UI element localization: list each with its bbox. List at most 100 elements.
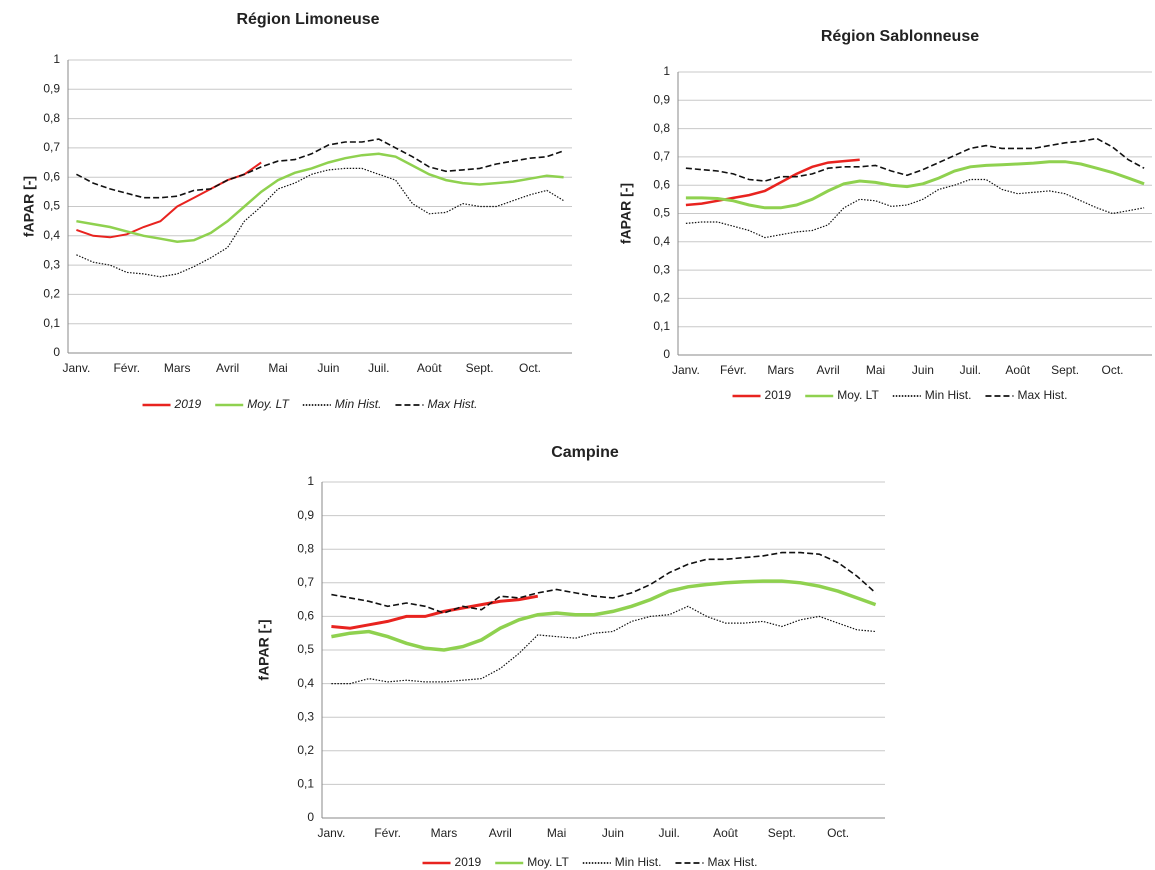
x-tick-label: Avril [216, 361, 239, 375]
x-tick-label: Août [1005, 363, 1030, 377]
series-line [685, 137, 1145, 182]
y-tick-label: 0,9 [653, 92, 670, 106]
y-tick-label: 0,8 [43, 111, 60, 125]
legend-item: Min Hist. [582, 855, 661, 869]
y-tick-label: 0,5 [653, 206, 670, 220]
legend-item: Max Hist. [395, 397, 477, 411]
x-tick-label: Mai [547, 826, 566, 840]
series-line [331, 551, 877, 614]
series-line [331, 579, 877, 652]
legend-item: Min Hist. [302, 397, 381, 411]
x-tick-label: Févr. [113, 361, 140, 375]
legend-label: 2019 [455, 855, 482, 869]
x-tick-label: Sept. [466, 361, 494, 375]
chart: Région Limoneuse fAPAR [-] 0 0,1 0,2 0,3 0,4 0,… [21, 11, 572, 411]
x-tick-label: Oct. [1101, 363, 1123, 377]
x-tick-label: Juil. [659, 826, 680, 840]
y-tick-label: 0,9 [297, 508, 314, 522]
legend-item: Min Hist. [892, 388, 972, 402]
x-tick-label: Oct. [827, 826, 849, 840]
y-tick-label: 0,8 [653, 121, 670, 135]
y-tick-label: 0,8 [297, 541, 314, 555]
y-tick-label: 0,6 [297, 609, 314, 623]
chart: Campine fAPAR [-] 0 0,1 0,2 0,3 0,4 0,5 0,6 0,7 0,… [256, 444, 885, 869]
legend-label: Max Hist. [1017, 388, 1067, 402]
series-line [76, 167, 564, 278]
legend-item: Max Hist. [985, 388, 1067, 402]
series-line [685, 158, 860, 207]
x-tick-label: Oct. [519, 361, 541, 375]
legend-item: 2019 [422, 855, 482, 869]
legend-label: 2019 [765, 388, 792, 402]
legend-item: 2019 [142, 397, 202, 411]
chart-title: Région Sablonneuse [821, 28, 979, 45]
y-tick-label: 0,5 [297, 642, 314, 656]
series-line [76, 152, 564, 243]
x-tick-label: Avril [817, 363, 840, 377]
y-tick-label: 0,1 [297, 777, 314, 791]
x-tick-label: Janv. [672, 363, 700, 377]
x-tick-label: Mai [866, 363, 885, 377]
x-tick-label: Sept. [768, 826, 796, 840]
series-line [76, 161, 262, 239]
y-tick-label: 0,9 [43, 81, 60, 95]
y-tick-label: 0,2 [653, 291, 670, 305]
x-tick-label: Mai [268, 361, 287, 375]
x-tick-label: Mars [164, 361, 191, 375]
legend-label: 2019 [174, 397, 202, 411]
x-tick-label: Juin [317, 361, 339, 375]
y-tick-label: 0,4 [297, 676, 314, 690]
legend: 2019 Moy. LT Min Hist. Max Hist. [142, 397, 477, 411]
legend-label: Max Hist. [427, 397, 477, 411]
y-tick-label: 1 [53, 52, 60, 66]
y-tick-label: 0,7 [297, 575, 314, 589]
series-line [76, 138, 564, 199]
y-tick-label: 0,5 [43, 199, 60, 213]
y-tick-label: 0,2 [297, 743, 314, 757]
x-tick-label: Août [417, 361, 442, 375]
series-line [685, 178, 1145, 239]
y-axis-label: fAPAR [-] [256, 619, 272, 680]
y-tick-label: 0,2 [43, 287, 60, 301]
legend: 2019 Moy. LT Min Hist. Max Hist. [732, 388, 1067, 402]
x-tick-label: Juil. [368, 361, 389, 375]
series-line [331, 594, 539, 630]
legend-label: Moy. LT [247, 397, 290, 411]
chart: Région Sablonneuse fAPAR [-] 0 0,1 0,2 0,3 0,4… [618, 28, 1152, 402]
x-tick-label: Mars [767, 363, 794, 377]
y-tick-label: 0,7 [43, 140, 60, 154]
y-tick-label: 0,4 [43, 228, 60, 242]
x-tick-label: Avril [489, 826, 512, 840]
y-tick-label: 0,6 [43, 169, 60, 183]
y-tick-label: 0,3 [43, 257, 60, 271]
y-axis-label: fAPAR [-] [21, 176, 37, 237]
legend-item: 2019 [732, 388, 792, 402]
x-tick-label: Mars [431, 826, 458, 840]
legend-label: Moy. LT [837, 388, 879, 402]
legend-label: Moy. LT [527, 855, 569, 869]
y-tick-label: 0,7 [653, 149, 670, 163]
legend-label: Min Hist. [925, 388, 972, 402]
chart-title: Campine [551, 444, 619, 461]
y-tick-label: 1 [663, 64, 670, 78]
legend-item: Moy. LT [495, 855, 569, 869]
y-tick-label: 1 [307, 474, 314, 488]
series-line [685, 160, 1145, 210]
legend-item: Moy. LT [215, 397, 290, 411]
y-tick-label: 0 [307, 810, 314, 824]
x-tick-label: Janv. [317, 826, 345, 840]
y-tick-label: 0,1 [653, 319, 670, 333]
x-tick-label: Janv. [63, 361, 91, 375]
legend: 2019 Moy. LT Min Hist. Max Hist. [422, 855, 757, 869]
x-tick-label: Juin [602, 826, 624, 840]
x-tick-label: Juin [912, 363, 934, 377]
x-tick-label: Févr. [720, 363, 747, 377]
legend-label: Max Hist. [707, 855, 757, 869]
chart-title: Région Limoneuse [236, 11, 379, 28]
x-tick-label: Juil. [960, 363, 981, 377]
y-tick-label: 0,1 [43, 316, 60, 330]
x-tick-label: Sept. [1051, 363, 1079, 377]
y-tick-label: 0,3 [297, 709, 314, 723]
y-tick-label: 0,3 [653, 262, 670, 276]
y-tick-label: 0 [53, 345, 60, 359]
